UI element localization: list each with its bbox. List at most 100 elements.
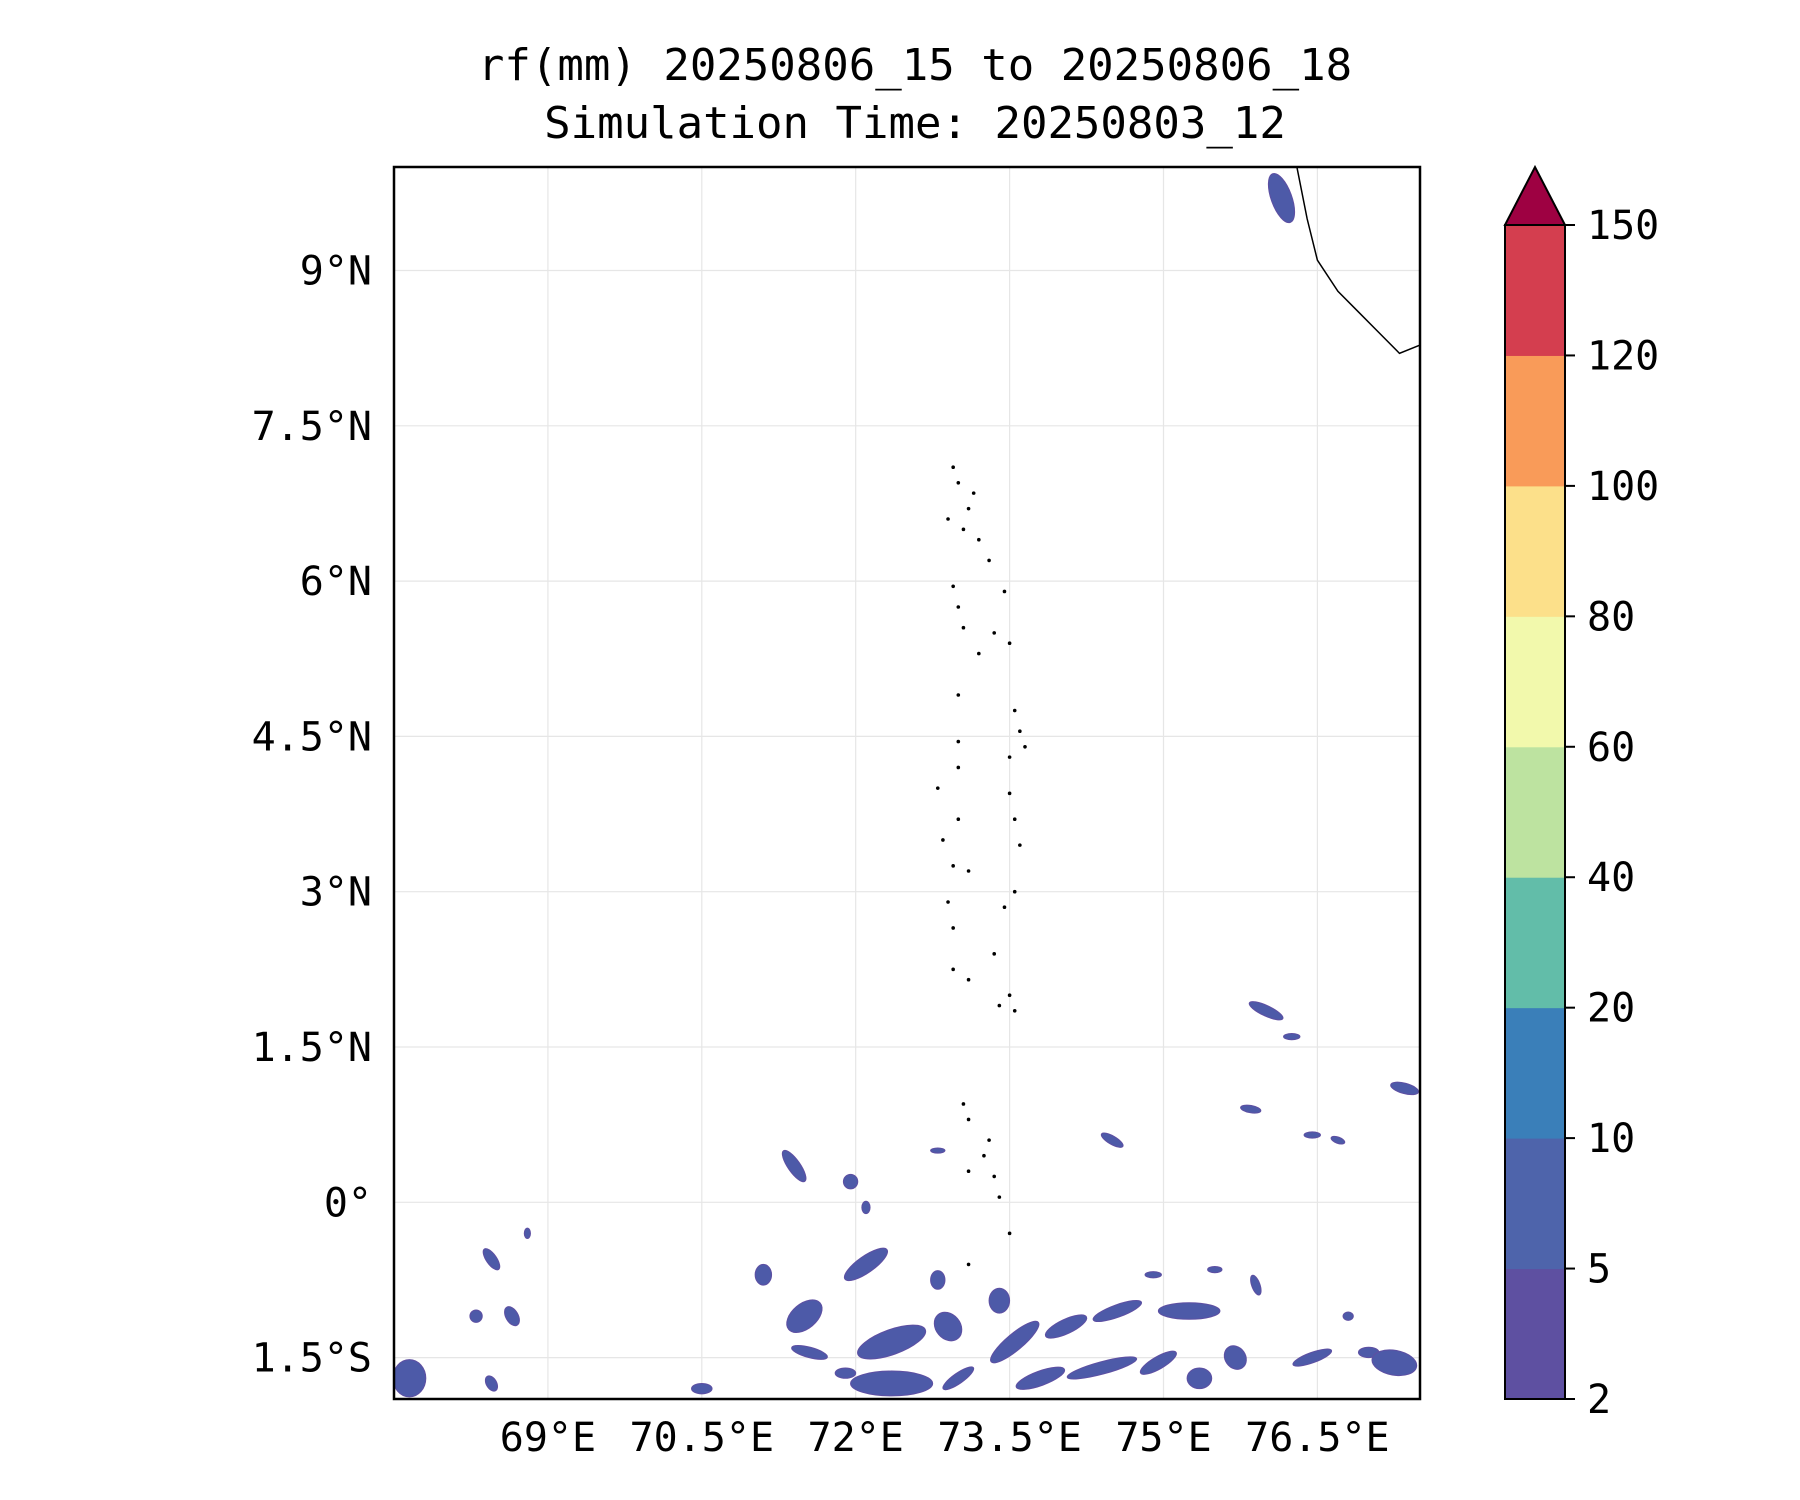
rainfall-patch: [523, 1227, 531, 1240]
rainfall-patch: [1342, 1311, 1354, 1321]
rainfall-patch: [786, 1299, 823, 1333]
rainfall-patch: [484, 1375, 499, 1392]
maldives-island: [946, 900, 950, 904]
rainfall-patch: [933, 1311, 963, 1342]
maldives-island: [977, 537, 981, 542]
rainfall-patch: [1303, 1131, 1321, 1139]
rainfall-patch: [1223, 1345, 1247, 1370]
colorbar-tick-label: 60: [1587, 725, 1635, 771]
rainfall-patch: [1250, 1274, 1262, 1296]
maldives-island: [951, 465, 955, 470]
rainfall-patch: [857, 1324, 927, 1360]
maldives-island: [956, 739, 961, 744]
maldives-island: [1007, 755, 1012, 759]
rainfall-patch: [988, 1287, 1011, 1314]
maldives-island: [961, 1102, 966, 1106]
lon-tick-label: 72°E: [808, 1415, 904, 1461]
lat-tick-label: 7.5°N: [252, 404, 372, 450]
colorbar-segment: [1505, 225, 1565, 356]
rainfall-field: [394, 172, 1420, 1398]
plot-subtitle: Simulation Time: 20250803_12: [544, 98, 1286, 149]
rainfall-patch: [394, 1359, 427, 1398]
colorbar-segment: [1505, 485, 1565, 617]
lat-tick-label: 0°: [324, 1180, 372, 1226]
rainfall-patch: [1371, 1349, 1418, 1377]
colorbar-tick-label: 10: [1587, 1116, 1635, 1162]
maldives-island: [1018, 729, 1022, 734]
rainfall-patch: [1390, 1081, 1420, 1096]
maldives-island: [961, 527, 966, 532]
lon-tick-label: 69°E: [500, 1415, 596, 1461]
colorbar-segment: [1505, 616, 1565, 748]
maldives-island: [956, 817, 961, 822]
colorbar-tick-label: 120: [1587, 333, 1659, 379]
longitude-axis: 69°E 70.5°E 72°E 73.5°E 75°E 76.5°E: [500, 1415, 1390, 1461]
rainfall-patch: [834, 1367, 857, 1379]
maldives-island: [1002, 589, 1007, 594]
rainfall-patch: [1157, 1302, 1221, 1320]
maldives-island: [982, 1153, 986, 1158]
india-coastline: [1296, 167, 1420, 355]
colorbar-segment: [1505, 1138, 1565, 1270]
maldives-island: [951, 864, 955, 868]
colorbar-tick-label: 80: [1587, 594, 1635, 640]
maldives-island: [1012, 817, 1017, 822]
rainfall-patch: [1248, 1001, 1284, 1021]
lon-tick-label: 76.5°E: [1245, 1415, 1390, 1461]
lat-tick-label: 3°N: [300, 870, 372, 916]
rainfall-patch: [1015, 1366, 1066, 1390]
rainfall-patch: [1330, 1135, 1346, 1145]
maldives-island: [966, 977, 971, 982]
maldives-island: [956, 480, 961, 485]
maldives-island: [966, 1117, 971, 1122]
plot-title: rf(mm) 20250806_15 to 20250806_18: [477, 40, 1353, 91]
colorbar-tick-label: 5: [1587, 1247, 1611, 1293]
rainfall-patch: [504, 1306, 520, 1327]
colorbar-tick-label: 20: [1587, 986, 1635, 1032]
latitude-axis: 9°N 7.5°N 6°N 4.5°N 3°N 1.5°N 0° 1.5°S: [252, 249, 372, 1382]
maldives-island: [951, 967, 955, 972]
maldives-island: [997, 1195, 1002, 1199]
maldives-island: [956, 765, 961, 770]
maldives-island: [951, 584, 955, 589]
maldives-island: [966, 1262, 971, 1267]
map-gridlines: [394, 167, 1420, 1399]
maldives-island: [1012, 1008, 1017, 1013]
maldives-island: [992, 952, 997, 956]
maldives-island: [1012, 708, 1017, 713]
maldives-island: [1012, 889, 1017, 894]
colorbar-frame: [1504, 224, 1566, 1400]
maldives-island: [1007, 641, 1012, 646]
rainfall-patch: [754, 1263, 773, 1286]
rainfall-patch: [1240, 1104, 1262, 1114]
maldives-island: [966, 1169, 971, 1174]
colorbar-segment: [1505, 877, 1565, 1009]
coastlines: [935, 167, 1420, 1267]
map-frame: [392, 165, 1422, 1401]
maldives-island: [961, 625, 966, 630]
maldives-island: [956, 605, 961, 609]
maldives-island: [997, 1003, 1002, 1008]
colorbar-extend-arrow: [1503, 164, 1567, 226]
rainfall-patch: [1267, 172, 1296, 224]
maldives-island: [1007, 993, 1012, 998]
maldives-island: [1018, 843, 1022, 847]
rainfall-patch: [861, 1200, 871, 1215]
colorbar-segment: [1505, 1268, 1565, 1400]
rainfall-patch: [691, 1382, 713, 1395]
lat-tick-label: 4.5°N: [252, 714, 372, 760]
colorbar-segment: [1505, 1007, 1565, 1139]
rainfall-patch: [1207, 1265, 1223, 1274]
lat-tick-label: 6°N: [300, 559, 372, 605]
rainfall-patch: [850, 1370, 934, 1397]
colorbar-tick-label: 150: [1587, 203, 1659, 249]
maldives-island: [951, 926, 955, 930]
maldives-island: [992, 1174, 997, 1179]
rainfall-patch: [930, 1147, 946, 1154]
rainfall-patch: [930, 1270, 946, 1290]
rainfall-patch: [781, 1149, 807, 1183]
lat-tick-label: 9°N: [300, 249, 372, 295]
maldives-island: [935, 786, 940, 790]
maldives-island: [1002, 905, 1007, 910]
rainfall-patch: [1092, 1299, 1143, 1323]
